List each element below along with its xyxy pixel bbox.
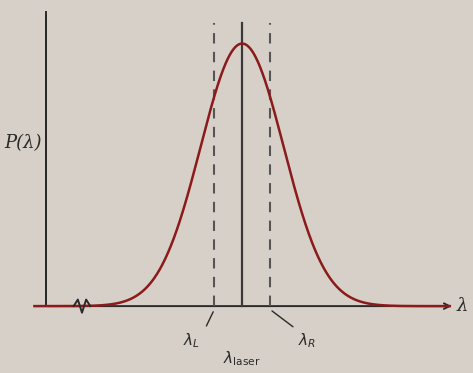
Text: P(λ): P(λ)	[4, 134, 42, 152]
Text: $\lambda_L$: $\lambda_L$	[183, 331, 200, 350]
Text: $\lambda_{\rm laser}$: $\lambda_{\rm laser}$	[223, 350, 261, 368]
Text: $\lambda_R$: $\lambda_R$	[298, 331, 316, 350]
Text: λ: λ	[457, 297, 468, 315]
